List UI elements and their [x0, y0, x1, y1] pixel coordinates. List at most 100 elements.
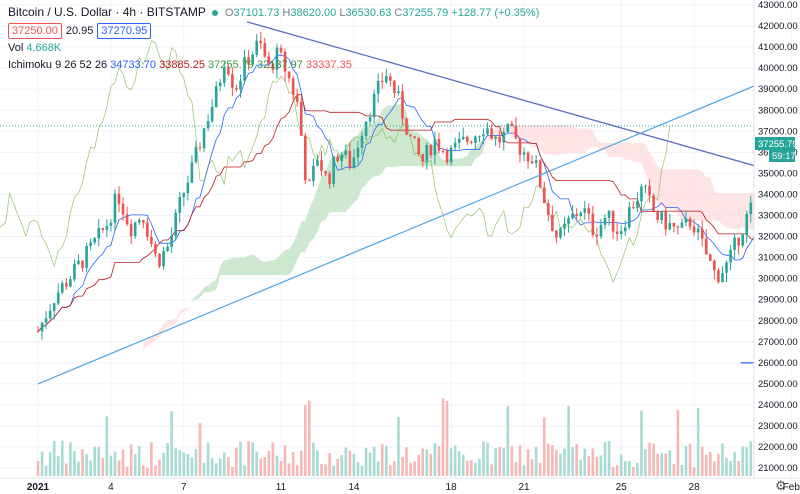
close-label: C — [394, 7, 403, 19]
volume-bar — [56, 456, 60, 476]
volume-bar — [77, 461, 80, 476]
cloud-segment — [200, 287, 205, 298]
volume-bar — [218, 458, 222, 476]
volume-bar — [551, 445, 554, 476]
trendlines[interactable] — [0, 21, 800, 385]
volume-bar — [478, 458, 481, 476]
candle-body — [733, 237, 736, 250]
price-axis[interactable]: 43000.00 42000.00 41000.00 40000.00 39000.00… — [758, 0, 798, 474]
cloud-segment — [706, 177, 711, 221]
candle-body — [717, 270, 720, 283]
cloud-segment — [232, 257, 237, 276]
candle-body — [656, 211, 659, 221]
candle-body — [563, 223, 566, 229]
ichimoku-span-b-value: 33337.35 — [305, 59, 352, 71]
cloud-segment — [459, 158, 464, 167]
price-axis-label: 25000.00 — [758, 379, 798, 390]
volume-bar — [154, 465, 157, 476]
settings-gear-icon[interactable]: ⚙ — [775, 478, 787, 493]
cloud-segment — [264, 260, 269, 276]
candle-body — [263, 43, 267, 57]
volume-bar — [494, 448, 497, 476]
candle-body — [137, 220, 141, 223]
candle-body — [741, 234, 744, 246]
volume-bar — [461, 454, 465, 476]
volume-bar — [121, 449, 125, 476]
ichimoku-legend[interactable]: Ichimoku 9 26 52 26 34733.70 33885.25 37… — [8, 59, 352, 71]
candle-body — [482, 134, 485, 137]
volume-label: Vol — [8, 42, 24, 54]
cloud-segment — [382, 106, 387, 173]
cloud-segment — [698, 169, 703, 221]
candle-body — [457, 138, 461, 143]
volume-bar — [214, 463, 218, 476]
volume-legend[interactable]: Vol 4.668K — [8, 42, 61, 54]
candle-body — [259, 40, 263, 44]
ichimoku-cloud — [143, 103, 754, 351]
volume-bar — [498, 447, 501, 476]
buy-button[interactable]: 37270.95 — [97, 23, 152, 39]
candle-body — [48, 310, 52, 319]
candle-body — [223, 67, 226, 83]
cloud-segment — [564, 124, 569, 154]
price-axis-label: 37000.00 — [758, 126, 798, 137]
volume-bar — [506, 406, 510, 476]
uptrend-line — [37, 85, 754, 385]
volume-bar — [85, 454, 88, 476]
sell-button[interactable]: 37250.00 — [8, 23, 62, 39]
volume-bar — [158, 459, 161, 476]
cloud-segment — [228, 258, 233, 276]
cloud-segment — [386, 105, 391, 167]
candle-body — [81, 260, 84, 268]
cloud-segment — [370, 123, 375, 180]
volume-bar — [52, 441, 56, 476]
volume-bar — [684, 446, 688, 476]
volume-bar — [162, 452, 165, 476]
cloud-segment — [637, 142, 642, 163]
countdown-tag-text: 59:17 — [772, 151, 796, 162]
volume-bar — [405, 447, 408, 476]
candle-body — [745, 214, 749, 235]
volume-bar — [709, 451, 712, 476]
candle-body — [619, 231, 623, 235]
candle-body — [190, 162, 194, 183]
volume-bar — [713, 461, 716, 476]
cloud-segment — [155, 330, 160, 341]
date-axis[interactable]: 202147111418212528Feb48 — [27, 482, 800, 493]
volume-bar — [401, 456, 404, 476]
ichimoku-lagging-value: 37255.79 — [208, 59, 254, 71]
cloud-segment — [147, 337, 152, 346]
symbol-legend: Bitcoin / U.S. Dollar · 4h · BITSTAMP O3… — [8, 5, 539, 19]
cloud-segment — [390, 104, 395, 167]
volume-bar — [36, 461, 40, 476]
cloud-segment — [248, 254, 253, 276]
cloud-segment — [714, 190, 719, 221]
volume-bar — [263, 457, 267, 476]
cloud-segment — [281, 250, 286, 276]
candle-body — [393, 80, 396, 94]
cloud-segment — [151, 333, 156, 344]
cloud-segment — [301, 220, 306, 252]
candle-body — [709, 254, 712, 261]
cloud-segment — [349, 136, 354, 207]
date-axis-label: 4 — [108, 482, 114, 493]
candle-body — [615, 231, 619, 235]
volume-bar — [717, 453, 720, 476]
candle-body — [603, 217, 607, 225]
candle-body — [186, 182, 190, 194]
candlestick-series — [36, 31, 754, 340]
volume-bar — [73, 451, 76, 476]
volume-bar — [150, 442, 153, 476]
symbol-title[interactable]: Bitcoin / U.S. Dollar · 4h · BITSTAMP — [8, 5, 206, 19]
volume-bar — [490, 464, 493, 476]
cloud-segment — [556, 124, 561, 156]
volume-bar — [393, 461, 396, 476]
cloud-segment — [568, 124, 573, 154]
volume-bar — [105, 416, 109, 476]
cloud-segment — [268, 260, 273, 276]
candle-body — [538, 160, 542, 188]
cloud-segment — [321, 172, 326, 222]
price-axis-label: 40000.00 — [758, 63, 798, 74]
candle-body — [640, 186, 643, 202]
